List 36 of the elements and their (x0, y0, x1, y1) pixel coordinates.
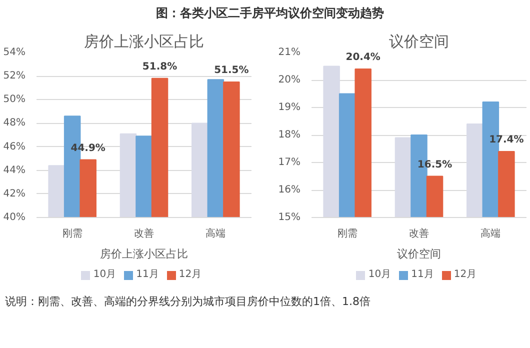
chart-title: 房价上涨小区占比 (84, 32, 204, 50)
x-axis-title: 房价上涨小区占比 (100, 248, 188, 260)
y-tick-label: 48% (3, 118, 26, 129)
text: 图：各类小区二手房平均议价空间变动趋势 (156, 5, 384, 22)
y-tick-label: 50% (3, 94, 26, 106)
y-tick-label: 52% (3, 70, 26, 82)
x-axis-title: 议价空间 (397, 248, 441, 260)
legend-label: 11月 (411, 269, 434, 280)
y-tick-label: 18% (278, 130, 301, 140)
y-tick-label: 19% (278, 102, 301, 113)
y-tick-label: 20% (278, 74, 301, 86)
y-tick-label: 44% (3, 164, 26, 176)
legend-label: 12月 (178, 269, 202, 280)
y-tick-label: 40% (3, 212, 26, 223)
y-tick-label: 17% (278, 157, 301, 168)
legend-label: 10月 (93, 269, 116, 280)
x-tick-label: 高端 (206, 228, 226, 240)
y-tick-label: 21% (278, 47, 301, 58)
legend-label: 11月 (136, 269, 159, 280)
y-tick-label: 15% (278, 212, 301, 223)
x-tick-label: 高端 (480, 228, 501, 240)
y-tick-label: 42% (3, 188, 26, 200)
x-tick-label: 刚需 (62, 228, 82, 240)
data-label: 51.5% (214, 64, 249, 76)
y-tick-label: 54% (3, 47, 26, 58)
chart-title: 议价空间 (389, 32, 449, 50)
x-tick-label: 改善 (134, 228, 154, 240)
legend-label: 12月 (454, 269, 477, 280)
legend-label: 10月 (368, 269, 392, 280)
x-tick-label: 改善 (409, 228, 429, 240)
text: 说明：刚需、改善、高端的分界线分别为城市项目房价中位数的1倍、1.8倍 (5, 294, 370, 310)
x-tick-label: 刚需 (337, 228, 358, 240)
data-label: 20.4% (346, 52, 380, 63)
data-label: 51.8% (142, 61, 178, 72)
y-tick-label: 46% (3, 141, 26, 152)
y-tick-label: 16% (278, 184, 301, 196)
